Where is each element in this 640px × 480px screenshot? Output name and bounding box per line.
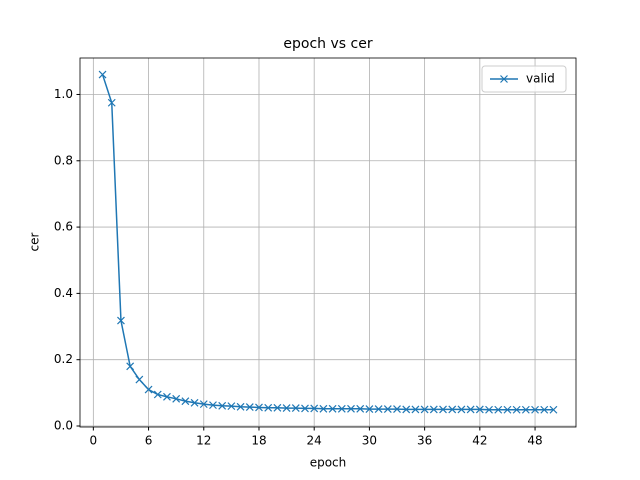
- data-point: [236, 402, 245, 411]
- data-point: [117, 316, 125, 325]
- legend-label: valid: [526, 72, 555, 86]
- y-tick-label: 0.2: [54, 352, 73, 366]
- data-point: [420, 405, 429, 414]
- legend-box: [481, 65, 567, 93]
- data-point: [153, 390, 162, 399]
- data-point: [291, 404, 300, 413]
- data-point: [190, 398, 199, 407]
- data-point: [218, 401, 227, 410]
- data-point: [98, 70, 107, 79]
- x-tick-label: 48: [527, 434, 542, 448]
- data-point: [540, 405, 549, 414]
- y-tick-label: 0.0: [54, 419, 73, 433]
- data-point: [393, 405, 401, 414]
- x-tick-label: 24: [307, 434, 322, 448]
- data-point: [199, 400, 208, 409]
- data-point: [531, 405, 539, 414]
- data-point: [365, 405, 374, 414]
- y-tick-label: 0.8: [54, 153, 73, 167]
- data-point: [347, 404, 355, 413]
- data-point: [549, 405, 558, 414]
- data-point: [264, 403, 273, 412]
- x-tick-label: 36: [417, 434, 432, 448]
- y-tick-label: 1.0: [54, 87, 73, 101]
- x-axis-label: epoch: [310, 456, 347, 470]
- x-tick-label: 12: [196, 434, 211, 448]
- data-point: [310, 404, 319, 413]
- data-point: [485, 405, 493, 414]
- data-point: [521, 405, 530, 414]
- x-tick-label: 30: [362, 434, 377, 448]
- data-point: [135, 375, 144, 384]
- data-point: [282, 404, 291, 413]
- data-point: [245, 403, 254, 412]
- data-point: [457, 405, 466, 414]
- data-point: [402, 405, 411, 414]
- data-point: [512, 405, 521, 414]
- data-point: [374, 405, 383, 414]
- data-point: [172, 394, 181, 403]
- data-point: [126, 362, 135, 371]
- data-point: [107, 98, 116, 107]
- data-point: [383, 405, 392, 414]
- data-point: [273, 403, 282, 412]
- x-tick-label: 42: [472, 434, 487, 448]
- x-tick-label: 0: [90, 434, 98, 448]
- data-point: [466, 405, 475, 414]
- data-point: [328, 404, 337, 413]
- data-point: [475, 405, 484, 414]
- legend-marker: [500, 75, 508, 83]
- data-point: [181, 397, 190, 406]
- data-point: [411, 405, 420, 414]
- data-point: [448, 405, 457, 414]
- y-tick-label: 0.4: [54, 286, 73, 300]
- data-point: [429, 405, 438, 414]
- data-point: [144, 385, 153, 394]
- data-point: [301, 404, 309, 413]
- plot-frame: [79, 57, 577, 428]
- data-point: [319, 404, 328, 413]
- data-point: [227, 402, 236, 411]
- data-point: [439, 405, 447, 414]
- data-point: [163, 392, 171, 401]
- data-point: [337, 404, 346, 413]
- line: [101, 74, 554, 411]
- data-point: [503, 405, 512, 414]
- x-tick-label: 6: [145, 434, 153, 448]
- x-tick-label: 18: [251, 434, 266, 448]
- y-tick-label: 0.6: [54, 220, 73, 234]
- data-point: [255, 403, 263, 412]
- chart-title: epoch vs cer: [283, 36, 372, 52]
- data-point: [209, 401, 217, 410]
- data-point: [356, 404, 365, 413]
- y-axis-label: cer: [28, 232, 42, 251]
- data-point: [494, 405, 503, 414]
